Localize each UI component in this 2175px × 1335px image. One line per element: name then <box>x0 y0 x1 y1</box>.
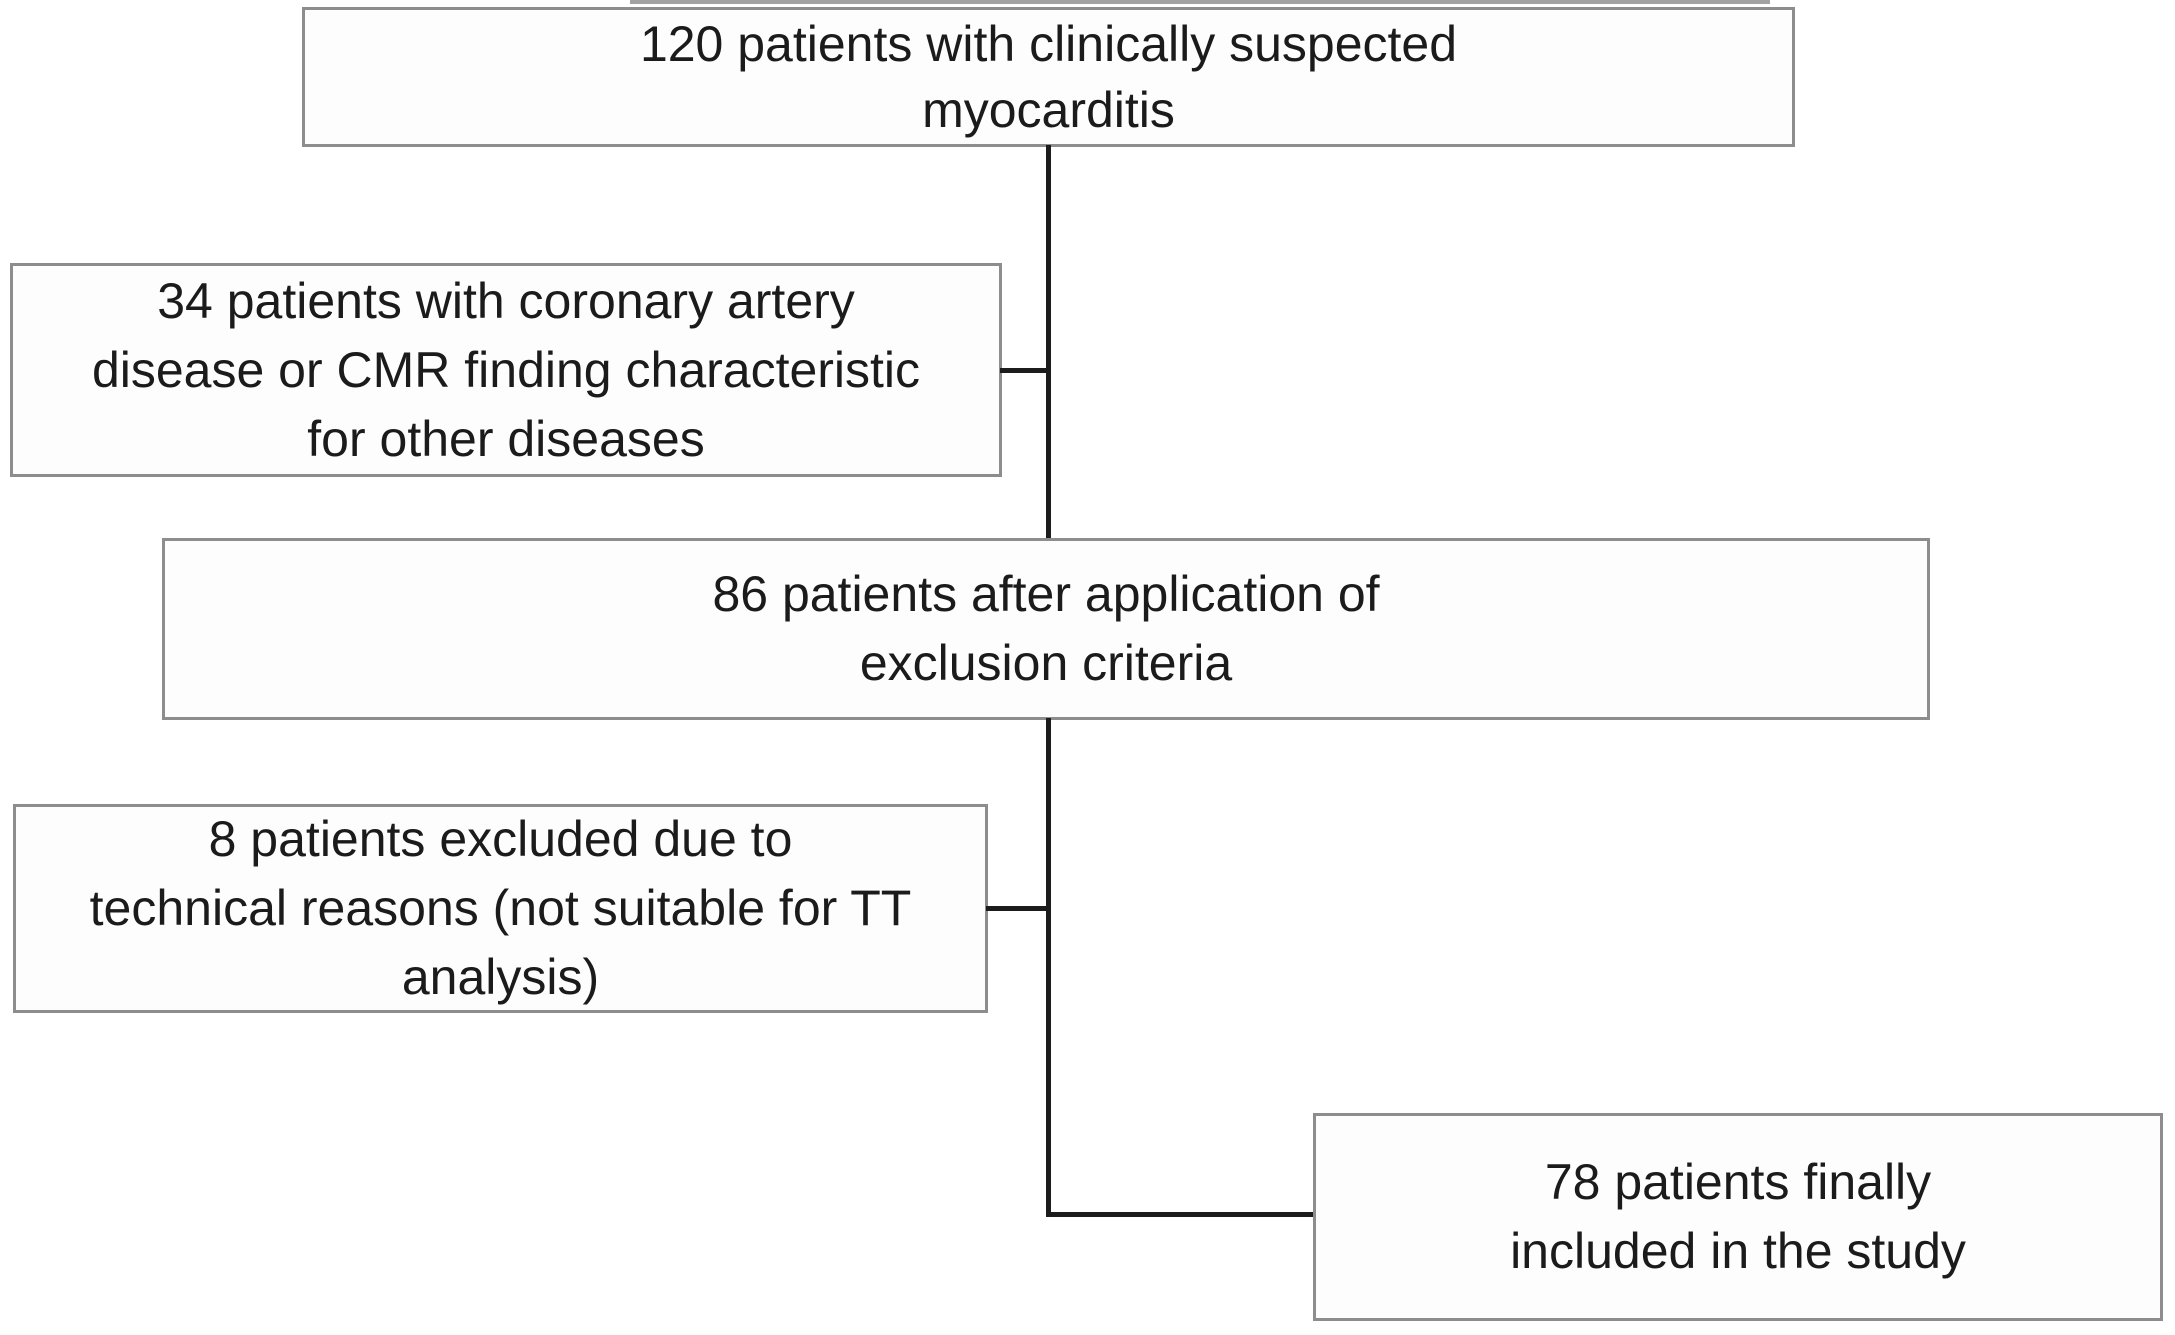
connector-vertical-top <box>1046 145 1051 540</box>
flow-box-text-line: 34 patients with coronary artery <box>157 272 855 329</box>
flow-box-34-excluded-cad-cmr: 34 patients with coronary artery disease… <box>10 263 1002 477</box>
flow-box-text-line: technical reasons (not suitable for TT <box>89 880 912 936</box>
flow-box-8-excluded-technical: 8 patients excluded due to technical rea… <box>13 804 988 1013</box>
flow-box-text-line: 86 patients after application of <box>712 566 1380 622</box>
connector-horizontal-78 <box>1046 1212 1316 1217</box>
flow-box-text-line: disease or CMR finding characteristic <box>91 341 921 398</box>
flow-box-text-line: analysis) <box>401 949 600 1005</box>
flow-box-text-line: myocarditis <box>922 82 1175 138</box>
connector-horizontal-8 <box>986 906 1048 911</box>
flow-box-78-included: 78 patients finally included in the stud… <box>1313 1113 2163 1321</box>
top-crop-artifact-line <box>630 0 1770 4</box>
flow-box-120-suspected-myocarditis: 120 patients with clinically suspected m… <box>302 7 1795 147</box>
flow-box-text-line: 78 patients finally <box>1544 1154 1932 1210</box>
flow-box-text-line: included in the study <box>1510 1223 1966 1279</box>
flow-box-text-line: for other diseases <box>307 410 705 467</box>
flow-box-text-line: 8 patients excluded due to <box>208 811 793 867</box>
flow-box-86-after-exclusion: 86 patients after application of exclusi… <box>162 538 1930 720</box>
connector-horizontal-34 <box>1000 368 1048 373</box>
connector-vertical-bottom <box>1046 718 1051 1217</box>
flow-box-text-line: exclusion criteria <box>859 635 1233 691</box>
flow-box-text-line: 120 patients with clinically suspected <box>639 16 1458 72</box>
